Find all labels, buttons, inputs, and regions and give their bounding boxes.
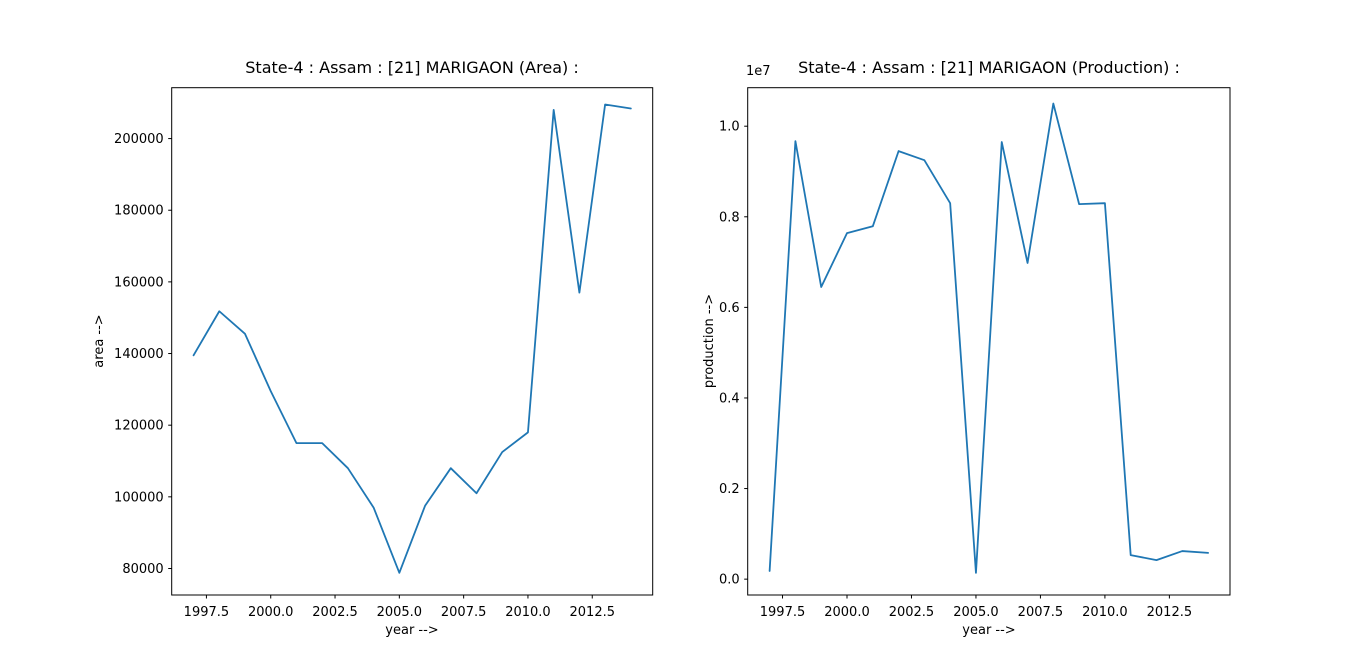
x-tick-label: 2005.0 <box>953 605 999 620</box>
production-yaxis-offset-text: 1e7 <box>746 64 771 79</box>
x-tick-label: 2007.5 <box>1018 605 1064 620</box>
x-tick-label: 2007.5 <box>441 605 487 620</box>
x-tick-label: 2012.5 <box>1147 605 1193 620</box>
production-chart-title: State-4 : Assam : [21] MARIGAON (Product… <box>798 58 1180 77</box>
area-chart-xaxis-label: year --> <box>385 623 438 638</box>
production-chart-yaxis-label: production --> <box>702 294 717 388</box>
x-tick-label: 2005.0 <box>377 605 423 620</box>
x-tick-label: 2012.5 <box>570 605 616 620</box>
data-line-series <box>768 102 1209 574</box>
y-tick-label: 1.0 <box>719 120 740 135</box>
x-tick-label: 1997.5 <box>760 605 806 620</box>
y-tick-label: 140000 <box>114 347 164 362</box>
y-tick-label: 160000 <box>114 275 164 290</box>
x-tick-label: 2000.0 <box>248 605 294 620</box>
y-tick-label: 80000 <box>122 562 163 577</box>
x-tick-label: 2000.0 <box>824 605 870 620</box>
data-line-series <box>192 103 632 574</box>
x-tick-label: 1997.5 <box>184 605 230 620</box>
x-tick-label: 2010.0 <box>505 605 551 620</box>
y-tick-label: 200000 <box>114 132 164 147</box>
area-chart-axes: 1997.5 2000.0 2002.5 2005.0 2007.5 2010.0 2012… <box>114 87 654 620</box>
y-tick-label: 0.6 <box>719 301 740 316</box>
y-tick-label: 0.4 <box>719 391 740 406</box>
axes-spines <box>747 87 1231 596</box>
y-tick-label: 0.0 <box>719 573 740 588</box>
production-chart-axes: 1997.5 2000.0 2002.5 2005.0 2007.5 2010.0 2012… <box>719 87 1231 620</box>
x-tick-label: 2002.5 <box>312 605 358 620</box>
production-chart-xaxis-label: year --> <box>962 623 1015 638</box>
axes-spines <box>171 87 654 596</box>
y-tick-label: 0.8 <box>719 210 740 225</box>
area-chart-yaxis-label: area --> <box>92 314 107 367</box>
y-tick-label: 120000 <box>114 419 164 434</box>
y-tick-label: 0.2 <box>719 482 740 497</box>
x-tick-label: 2010.0 <box>1082 605 1128 620</box>
y-tick-label: 100000 <box>114 490 164 505</box>
area-chart-title: State-4 : Assam : [21] MARIGAON (Area) : <box>245 58 578 77</box>
x-tick-label: 2002.5 <box>889 605 935 620</box>
y-tick-label: 180000 <box>114 204 164 219</box>
